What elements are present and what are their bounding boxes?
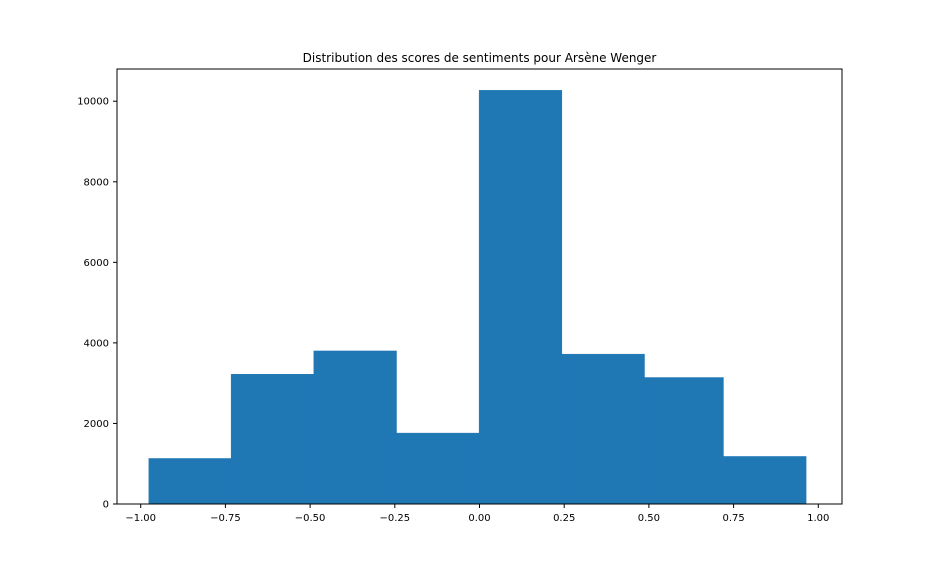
x-tick-label: 1.00 bbox=[807, 513, 829, 524]
y-tick-label: 6000 bbox=[84, 258, 109, 269]
x-tick-label: 0.50 bbox=[638, 513, 660, 524]
y-axis: 0 2000 4000 6000 8000 10000 bbox=[77, 97, 117, 511]
y-tick-label: 8000 bbox=[84, 177, 109, 188]
x-tick-label: −1.00 bbox=[125, 513, 156, 524]
x-tick-label: 0.75 bbox=[722, 513, 744, 524]
histogram-bar bbox=[313, 350, 397, 505]
x-tick-label: −0.50 bbox=[295, 513, 326, 524]
x-tick-label: −0.75 bbox=[210, 513, 241, 524]
histogram-bar bbox=[561, 353, 645, 505]
y-tick-label: 4000 bbox=[84, 338, 109, 349]
x-tick-label: 0.25 bbox=[553, 513, 575, 524]
chart-title: Distribution des scores de sentiments po… bbox=[303, 51, 657, 65]
y-tick-label: 2000 bbox=[84, 419, 109, 430]
x-axis: −1.00 −0.75 −0.50 −0.25 0.00 0.25 0.50 0.75 1.00 bbox=[125, 504, 829, 524]
histogram-bar bbox=[723, 456, 807, 505]
y-tick-label: 0 bbox=[103, 500, 109, 511]
histogram-bar bbox=[396, 432, 480, 505]
histogram-bar bbox=[644, 377, 724, 505]
histogram-bar bbox=[148, 458, 232, 505]
histogram-bar bbox=[230, 374, 315, 505]
bars-group bbox=[148, 90, 807, 505]
x-tick-label: 0.00 bbox=[468, 513, 490, 524]
histogram-bar bbox=[478, 90, 563, 505]
y-tick-label: 10000 bbox=[77, 97, 109, 108]
x-tick-label: −0.25 bbox=[379, 513, 410, 524]
